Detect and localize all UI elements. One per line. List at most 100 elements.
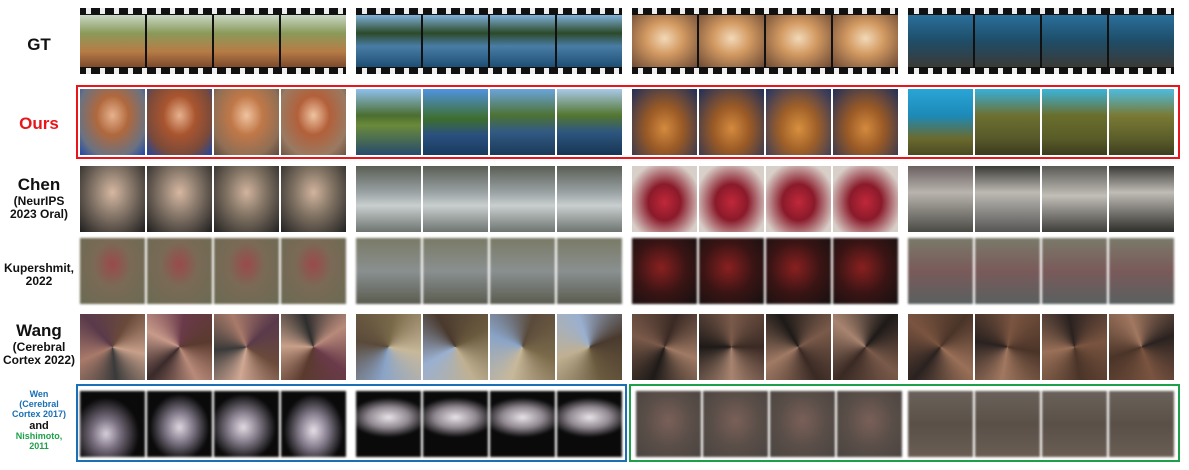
gt-frame	[632, 15, 697, 67]
gt-clip-lake	[356, 8, 622, 74]
gt-frame	[1042, 15, 1107, 67]
ours-frame	[356, 89, 421, 155]
wang-frame	[356, 314, 421, 380]
row-label-wang: Wang (Cerebral Cortex 2022)	[2, 321, 76, 367]
ours-frame	[833, 89, 898, 155]
nishimoto-frame	[1109, 391, 1174, 457]
wen-frame	[80, 391, 145, 457]
ours-frame	[975, 89, 1040, 155]
wang-frame	[281, 314, 346, 380]
wang-frame	[975, 314, 1040, 380]
ours-clip-dog	[632, 89, 898, 155]
wang-clip-4	[908, 314, 1174, 380]
nishimoto-frame	[703, 391, 768, 457]
chen-frame	[1109, 166, 1174, 232]
kupershmit-frame	[1042, 238, 1107, 304]
chen-frame	[356, 166, 421, 232]
chen-clip-rocks	[908, 166, 1174, 232]
chen-frame	[423, 166, 488, 232]
wen-frame	[281, 391, 346, 457]
nishimoto-frame	[770, 391, 835, 457]
kupershmit-frame	[214, 238, 279, 304]
kupershmit-frame	[80, 238, 145, 304]
wen-frame	[214, 391, 279, 457]
gt-frame	[423, 15, 488, 67]
row-label-kupershmit: Kupershmit, 2022	[3, 261, 74, 289]
gt-frame	[356, 15, 421, 67]
ours-frame	[80, 89, 145, 155]
gt-frame	[147, 15, 212, 67]
kupershmit-clip-2	[356, 238, 622, 304]
wang-frame	[1109, 314, 1174, 380]
gt-frame	[908, 15, 973, 67]
wang-frame	[1042, 314, 1107, 380]
chen-frame	[908, 166, 973, 232]
kupershmit-frame	[1109, 238, 1174, 304]
wang-frame	[557, 314, 622, 380]
wen-frame	[147, 391, 212, 457]
gt-frame	[833, 15, 898, 67]
kupershmit-clip-4	[908, 238, 1174, 304]
ours-frame	[1042, 89, 1107, 155]
wang-frame	[80, 314, 145, 380]
gt-frame	[557, 15, 622, 67]
gt-frame	[80, 15, 145, 67]
row-label-chen: Chen (NeurIPS 2023 Oral)	[9, 175, 69, 221]
nishimoto-clip-2	[908, 391, 1174, 457]
gt-frame	[975, 15, 1040, 67]
chen-frame	[214, 166, 279, 232]
kupershmit-clip-1	[80, 238, 346, 304]
chen-frame	[147, 166, 212, 232]
kupershmit-frame	[833, 238, 898, 304]
chen-clip-woman-red	[632, 166, 898, 232]
wang-frame	[490, 314, 555, 380]
ours-frame	[281, 89, 346, 155]
kupershmit-frame	[356, 238, 421, 304]
chen-frame	[632, 166, 697, 232]
row-label-gt: GT	[27, 35, 51, 54]
nishimoto-frame	[837, 391, 902, 457]
wang-clip-3	[632, 314, 898, 380]
ours-frame	[1109, 89, 1174, 155]
chen-frame	[490, 166, 555, 232]
nishimoto-frame	[908, 391, 973, 457]
gt-frame	[214, 15, 279, 67]
kupershmit-frame	[423, 238, 488, 304]
wang-frame	[214, 314, 279, 380]
kupershmit-frame	[766, 238, 831, 304]
ours-frame	[214, 89, 279, 155]
gt-frame	[766, 15, 831, 67]
gt-clip-dog	[632, 8, 898, 74]
wang-frame	[632, 314, 697, 380]
gt-frame	[281, 15, 346, 67]
wang-frame	[833, 314, 898, 380]
ours-clip-lake	[356, 89, 622, 155]
wen-highlight-box	[76, 384, 627, 462]
wen-frame	[423, 391, 488, 457]
gt-frame	[699, 15, 764, 67]
wang-clip-1	[80, 314, 346, 380]
kupershmit-frame	[908, 238, 973, 304]
kupershmit-frame	[699, 238, 764, 304]
ours-frame	[423, 89, 488, 155]
nishimoto-highlight-box	[629, 384, 1180, 462]
chen-clip-waterfall	[356, 166, 622, 232]
ours-frame	[908, 89, 973, 155]
nishimoto-frame	[636, 391, 701, 457]
gt-frame	[1109, 15, 1174, 67]
wen-frame	[490, 391, 555, 457]
chen-frame	[699, 166, 764, 232]
wang-frame	[766, 314, 831, 380]
wen-clip-2	[356, 391, 622, 457]
wen-frame	[557, 391, 622, 457]
kupershmit-frame	[632, 238, 697, 304]
ours-clip-woman	[80, 89, 346, 155]
kupershmit-clip-3	[632, 238, 898, 304]
kupershmit-frame	[557, 238, 622, 304]
gt-clip-reef	[908, 8, 1174, 74]
ours-frame	[632, 89, 697, 155]
ours-clip-reef	[908, 89, 1174, 155]
ours-frame	[557, 89, 622, 155]
row-label-wen-nishimoto: Wen (Cerebral Cortex 2017) and Nishimoto…	[11, 389, 67, 451]
ours-frame	[147, 89, 212, 155]
